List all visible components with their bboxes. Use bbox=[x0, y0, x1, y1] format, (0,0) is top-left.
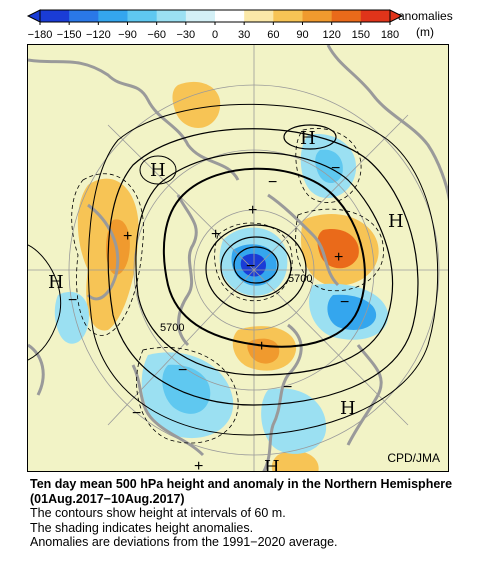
high-label-west: H bbox=[48, 272, 64, 293]
negative-anomaly-south bbox=[261, 388, 327, 454]
minus-label-atlantic: − bbox=[178, 362, 187, 379]
colorbar-cell bbox=[69, 10, 99, 22]
height-label-5700-east: 5700 bbox=[288, 273, 312, 285]
caption-line-contours: The contours show height at intervals of… bbox=[30, 506, 286, 520]
colorbar-tick-label: 90 bbox=[296, 29, 308, 41]
colorbar-cell bbox=[156, 10, 187, 22]
colorbar-cell bbox=[360, 10, 391, 22]
colorbar-tick-label: 60 bbox=[267, 29, 279, 41]
plus-label-canada: + bbox=[123, 228, 132, 245]
minus-label-south: − bbox=[283, 379, 292, 396]
plus-label-south: + bbox=[194, 458, 203, 472]
colorbar-cell bbox=[127, 10, 158, 22]
polar-stereographic-map: H H H H H H + + + + + + − − − − − − − − … bbox=[27, 44, 449, 472]
zero-anomaly-contours bbox=[71, 128, 384, 444]
colorbar-tick-label: −90 bbox=[118, 29, 137, 41]
colorbar-tick-label: 0 bbox=[212, 29, 218, 41]
map-labels: H H H H H H + + + + + + − − − − − − − − … bbox=[48, 128, 404, 472]
colorbar-tick-labels: −180 −150 −120 −90 −60 −30 0 30 60 90 120 150 180 bbox=[28, 22, 399, 41]
plus-label-europe: + bbox=[257, 338, 266, 355]
plus-label-eurasia: + bbox=[248, 202, 257, 219]
high-label-southeast: H bbox=[340, 398, 356, 419]
negative-anomaly-west bbox=[54, 291, 89, 344]
anomaly-colorbar: −180 −150 −120 −90 −60 −30 0 30 60 90 120 150 180 an… bbox=[26, 9, 453, 41]
colorbar-tick-label: −120 bbox=[86, 29, 111, 41]
minus-label-southwest: − bbox=[132, 405, 141, 422]
medium-negative-anomaly-siberia bbox=[327, 294, 377, 330]
colorbar-cell bbox=[244, 10, 274, 22]
colorbar-tick-label: −30 bbox=[176, 29, 195, 41]
colorbar-arrow-left bbox=[26, 9, 41, 23]
colorbar-label-anomalies: anomalies bbox=[398, 9, 453, 23]
height-contours bbox=[28, 103, 439, 436]
colorbar-cell bbox=[98, 10, 128, 22]
colorbar-tick-label: 150 bbox=[352, 29, 370, 41]
caption-line-anomalies: Anomalies are deviations from the 1991−2… bbox=[30, 535, 338, 549]
figure-caption: Ten day mean 500 hPa height and anomaly … bbox=[30, 477, 470, 550]
positive-anomaly-pacific-south bbox=[271, 451, 319, 471]
caption-line-shading: The shading indicates height anomalies. bbox=[30, 520, 254, 535]
colorbar-cell bbox=[331, 10, 362, 22]
high-label-north: H bbox=[300, 128, 316, 149]
minus-label-pacific: − bbox=[331, 160, 340, 177]
colorbar-tick-label: 30 bbox=[238, 29, 250, 41]
plus-label-east-asia: + bbox=[334, 249, 343, 266]
medium-negative-anomaly-atlantic bbox=[162, 364, 211, 414]
high-label-east: H bbox=[388, 211, 404, 232]
strong-negative-anomaly-pole bbox=[240, 253, 266, 277]
colorbar-tick-label: −60 bbox=[147, 29, 166, 41]
minus-label-north: − bbox=[268, 174, 277, 191]
high-label-northwest: H bbox=[150, 160, 166, 181]
strong-positive-anomaly-east-asia bbox=[317, 229, 359, 269]
medium-negative-anomaly-north-pacific bbox=[315, 149, 343, 184]
colorbar-tick-label: 120 bbox=[322, 29, 340, 41]
coastlines bbox=[28, 45, 448, 471]
caption-title: Ten day mean 500 hPa height and anomaly … bbox=[30, 477, 453, 506]
positive-anomaly-arctic bbox=[172, 81, 221, 128]
height-label-5700-southwest: 5700 bbox=[160, 322, 184, 334]
minus-label-pole: − bbox=[246, 258, 255, 275]
minus-label-west: − bbox=[68, 292, 77, 309]
colorbar-tick-label: −150 bbox=[57, 29, 82, 41]
map-credit: CPD/JMA bbox=[387, 451, 440, 465]
colorbar-cell bbox=[40, 10, 70, 22]
colorbar-cell bbox=[215, 10, 245, 22]
minus-label-siberia: − bbox=[340, 294, 349, 311]
colorbar-cell bbox=[273, 10, 303, 22]
colorbar-tick-label: −180 bbox=[28, 29, 53, 41]
colorbar-cell bbox=[302, 10, 333, 22]
plus-label-pole: + bbox=[211, 226, 220, 243]
colorbar-label-unit: (m) bbox=[416, 25, 434, 39]
colorbar-cells bbox=[26, 9, 404, 23]
anomaly-shading bbox=[54, 81, 389, 471]
colorbar-cell bbox=[185, 10, 216, 22]
colorbar-tick-label: 180 bbox=[381, 29, 399, 41]
high-label-south: H bbox=[264, 457, 280, 472]
